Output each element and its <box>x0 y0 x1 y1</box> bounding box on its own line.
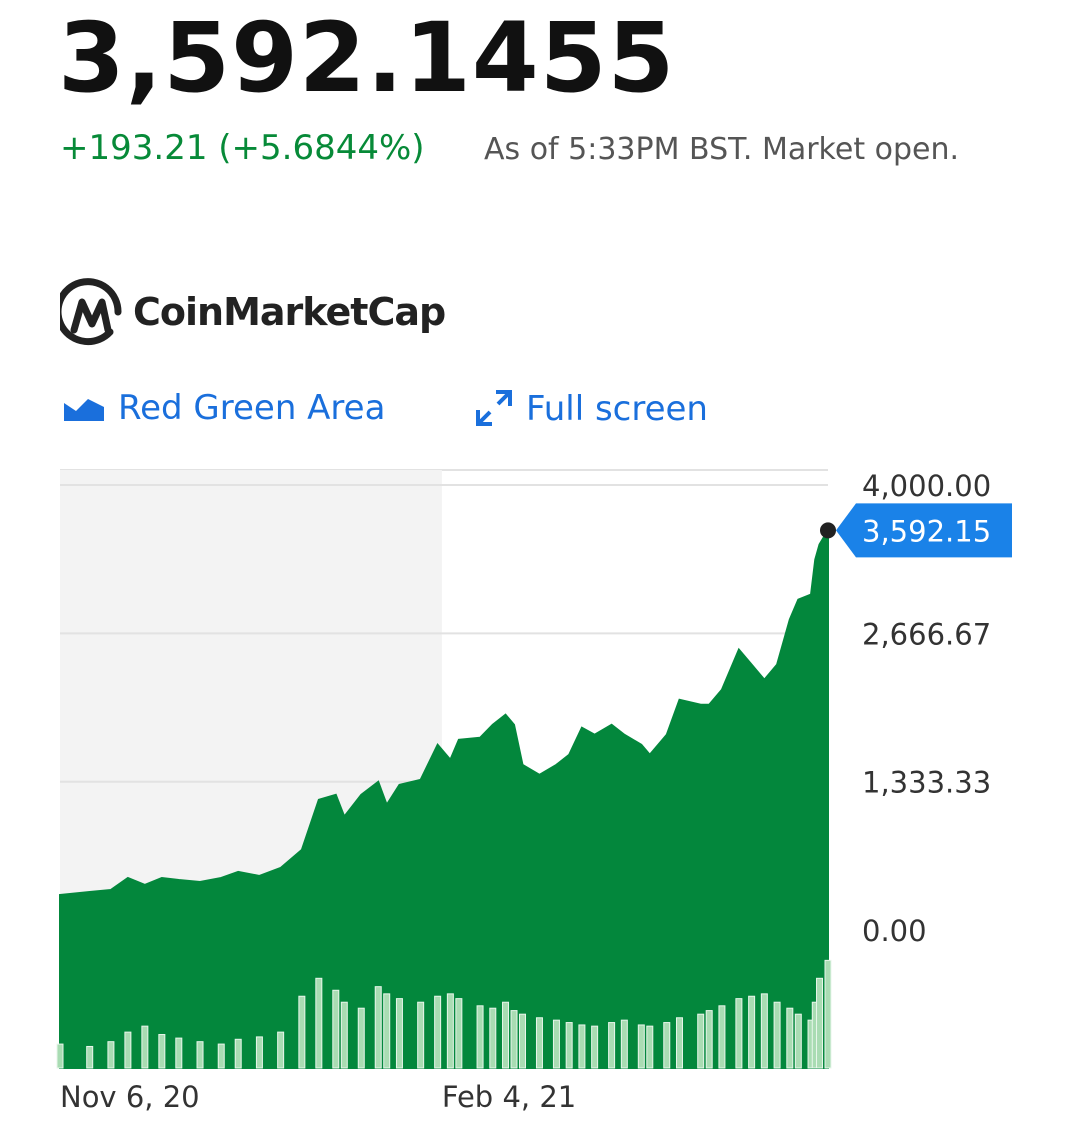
volume-bar <box>383 993 391 1069</box>
volume-bar <box>476 1005 484 1069</box>
volume-bar <box>502 1001 510 1069</box>
volume-bar <box>591 1025 599 1069</box>
y-tick-label: 4,000.00 <box>862 469 991 503</box>
as-of: As of 5:33PM BST. Market open. <box>484 132 960 167</box>
volume-bar <box>565 1022 573 1069</box>
price-change: +193.21 (+5.6844%) <box>60 128 425 168</box>
volume-bar <box>620 1019 628 1069</box>
volume-bar <box>332 989 340 1069</box>
volume-bar <box>455 998 463 1069</box>
volume-bar <box>824 959 832 1069</box>
volume-bar <box>646 1025 654 1069</box>
volume-bar <box>518 1013 526 1069</box>
volume-bar <box>697 1013 705 1069</box>
volume-bar <box>510 1010 518 1069</box>
volume-bar <box>608 1022 616 1069</box>
volume-bar <box>417 1001 425 1069</box>
volume-bar <box>735 998 743 1069</box>
volume-bar <box>255 1036 263 1069</box>
price-area <box>59 526 829 1069</box>
volume-bar <box>489 1007 497 1069</box>
volume-bar <box>535 1017 543 1069</box>
volume-bar <box>175 1037 183 1069</box>
volume-bar <box>434 995 442 1069</box>
volume-bar <box>357 1007 365 1069</box>
volume-bar <box>718 1005 726 1069</box>
volume-bar <box>374 986 382 1069</box>
volume-bar <box>277 1031 285 1069</box>
volume-bar <box>552 1019 560 1069</box>
expand-icon <box>476 390 512 426</box>
volume-bar <box>107 1041 115 1069</box>
volume-bar <box>86 1045 94 1069</box>
volume-bar <box>298 995 306 1069</box>
y-tick-label: 1,333.33 <box>862 766 991 800</box>
volume-bar <box>816 977 824 1069</box>
volume-bar <box>124 1031 132 1069</box>
volume-bar <box>786 1007 794 1069</box>
source-name: CoinMarketCap <box>133 290 446 334</box>
price: 3,592.1455 <box>58 2 676 114</box>
volume-bar <box>217 1043 225 1069</box>
chart-style-label: Red Green Area <box>118 388 386 428</box>
last-value-dot <box>820 522 836 539</box>
volume-bar <box>340 1001 348 1069</box>
full-screen-label: Full screen <box>526 389 708 429</box>
chart-style-button[interactable]: Red Green Area <box>62 388 385 428</box>
volume-bar <box>773 1001 781 1069</box>
volume-bar <box>234 1038 242 1069</box>
volume-bar <box>315 977 323 1069</box>
area-icon <box>64 399 104 421</box>
volume-bar <box>705 1010 713 1069</box>
x-tick-label: Nov 6, 20 <box>60 1080 200 1114</box>
volume-bar <box>794 1013 802 1069</box>
volume-bar <box>395 998 403 1069</box>
volume-bar <box>760 993 768 1069</box>
volume-bar <box>675 1017 683 1069</box>
volume-bar <box>56 1043 64 1069</box>
volume-bar <box>578 1024 586 1069</box>
last-value-callout <box>836 503 1012 558</box>
volume-bar <box>141 1025 149 1069</box>
volume-bar <box>196 1041 204 1069</box>
logo-icon <box>60 278 122 346</box>
volume-bar <box>637 1024 645 1069</box>
volume-bar <box>158 1034 166 1069</box>
y-tick-label: 0.00 <box>862 914 927 948</box>
volume-bar <box>663 1022 671 1069</box>
volume-bar <box>748 995 756 1069</box>
y-tick-label: 2,666.67 <box>862 617 991 651</box>
last-value-label: 3,592.15 <box>862 514 991 548</box>
volume-bar <box>446 993 454 1069</box>
x-tick-label: Feb 4, 21 <box>442 1080 576 1114</box>
full-screen-button[interactable]: Full screen <box>474 388 708 429</box>
